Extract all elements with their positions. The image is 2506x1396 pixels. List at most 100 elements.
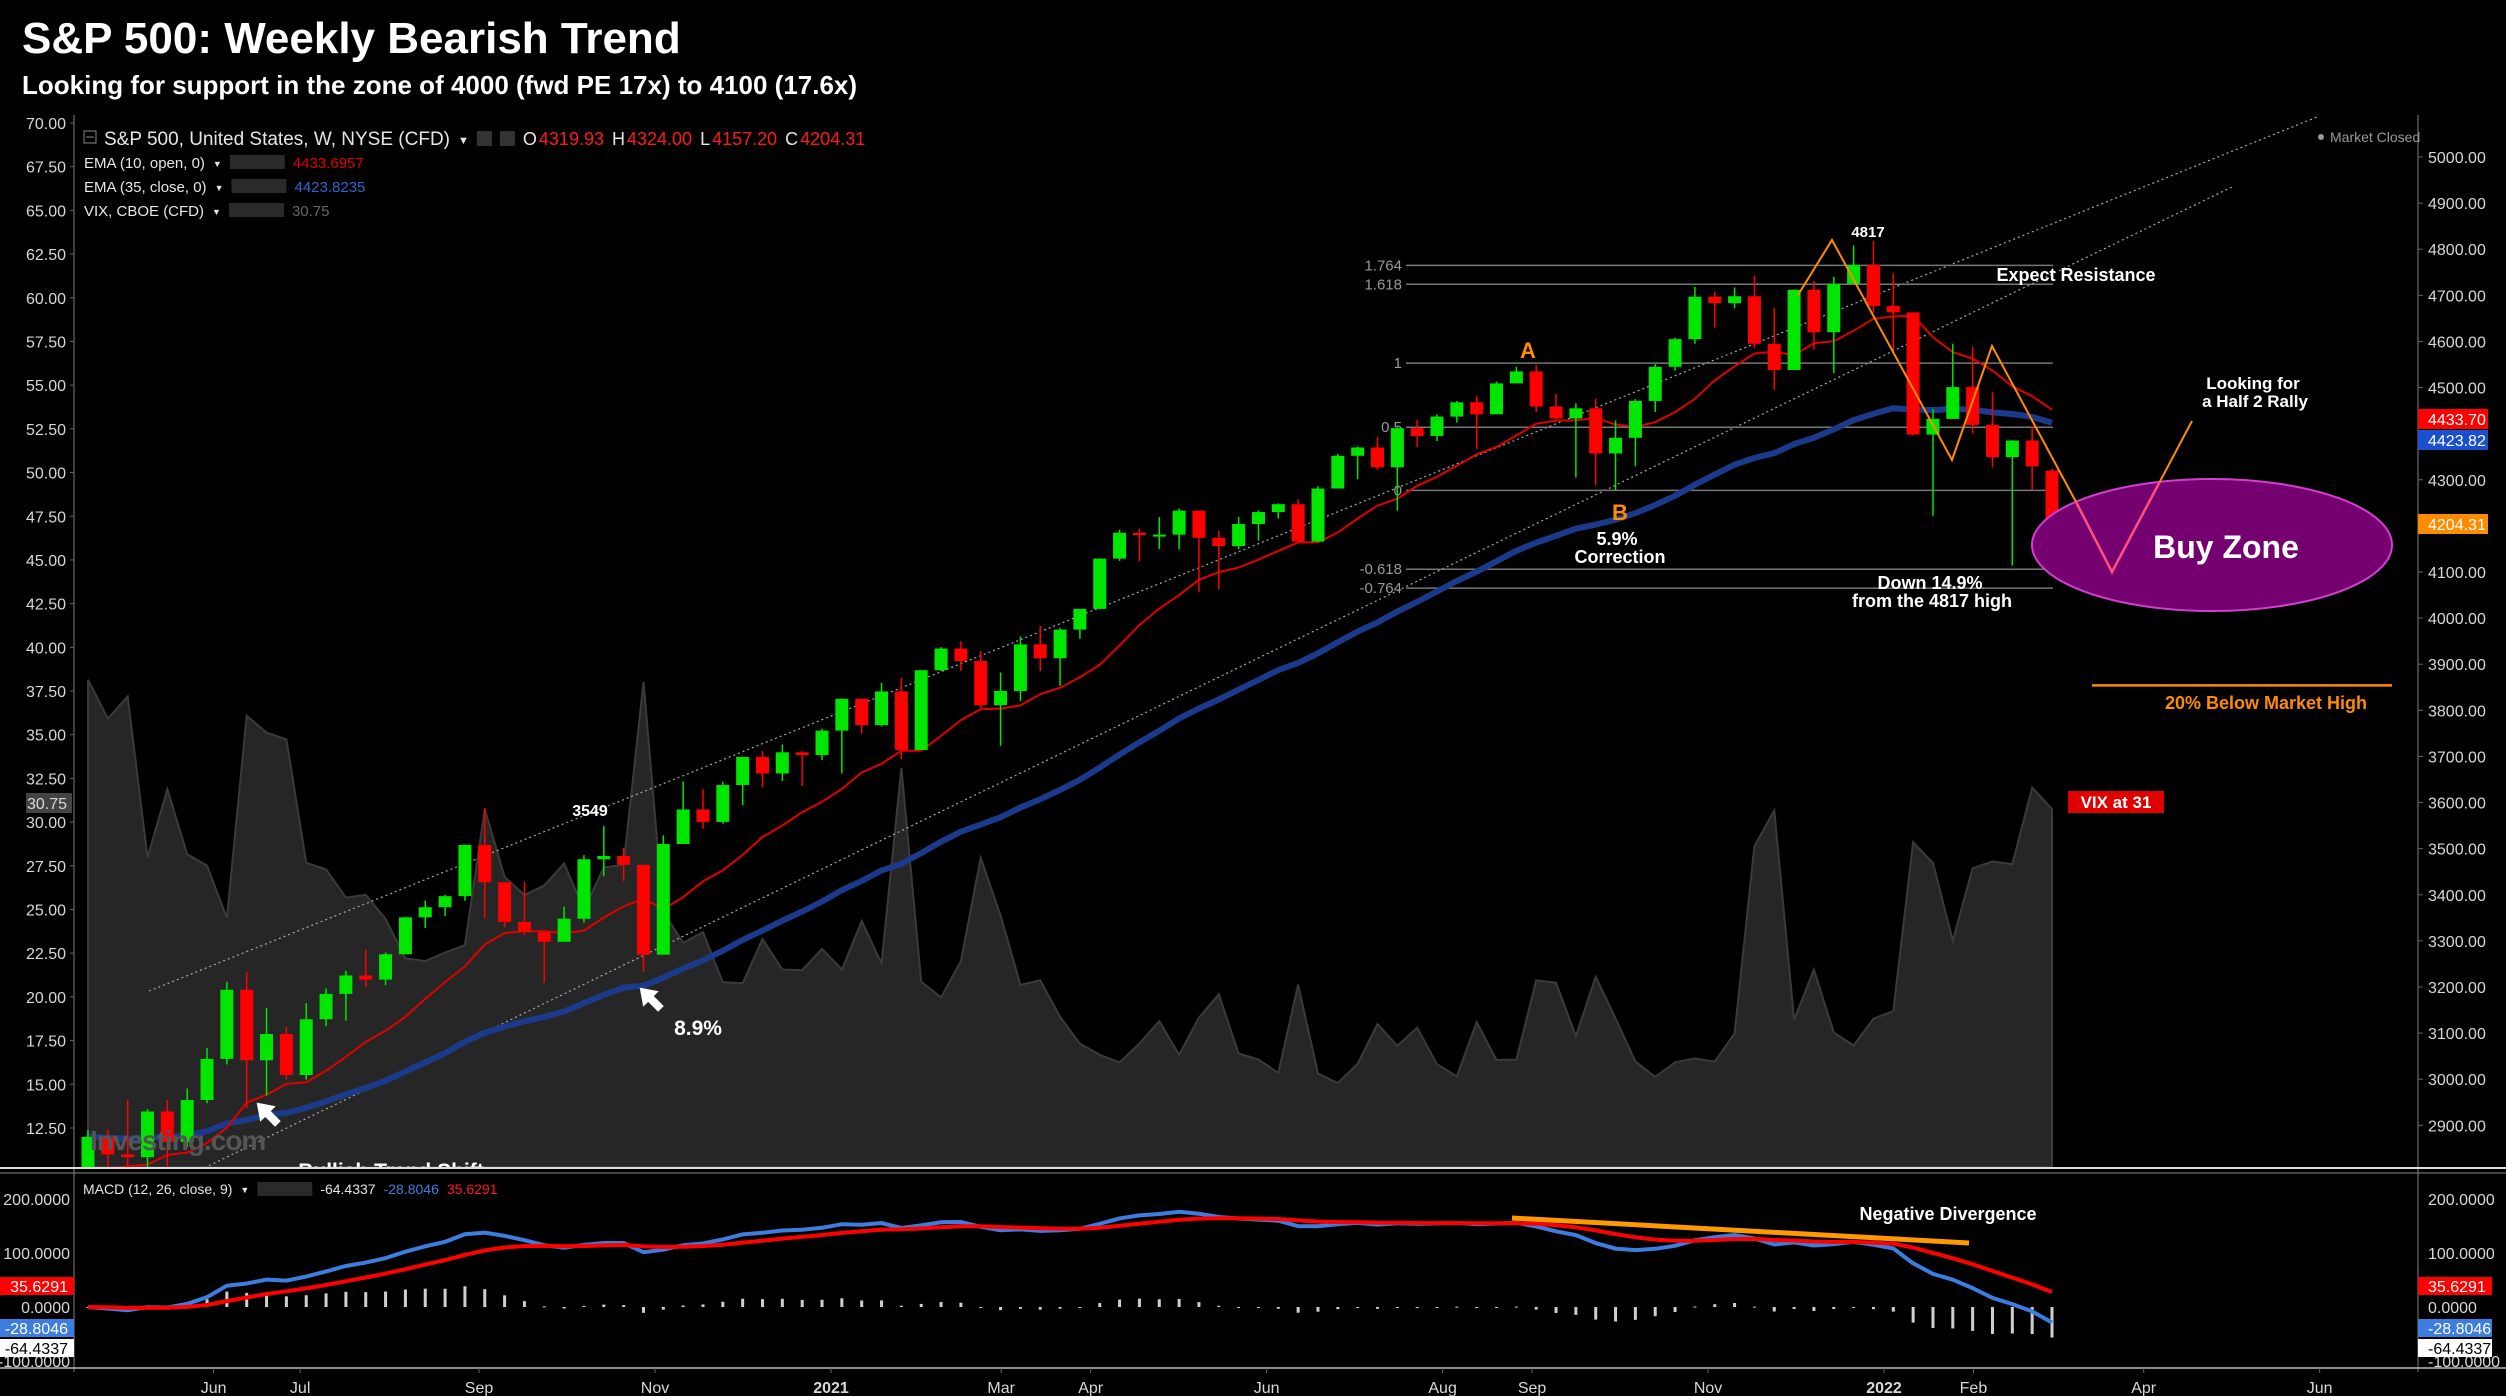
macd-histogram-bar	[1276, 1307, 1280, 1309]
fib-level-label: 1	[1394, 355, 1402, 372]
macd-dropdown-icon[interactable]: ▼	[240, 1185, 249, 1195]
macd-buttons[interactable]	[257, 1182, 313, 1196]
candle	[240, 971, 254, 1109]
candle-body	[398, 917, 412, 955]
price-tick-label: 4300.00	[2428, 473, 2486, 490]
settings-button[interactable]	[499, 131, 515, 146]
open-value: 4319.93	[539, 129, 604, 149]
candle-body	[597, 856, 611, 860]
open-label: O	[523, 129, 537, 149]
candle-body	[1787, 289, 1801, 371]
macd-signal-value: 35.6291	[447, 1181, 498, 1197]
fib-level-label: -0.764	[1359, 580, 1402, 597]
vix-dropdown-icon[interactable]: ▼	[212, 207, 221, 217]
candle	[557, 906, 571, 942]
macd-tag-label: -28.8046	[5, 1321, 68, 1338]
macd-label[interactable]: MACD (12, 26, close, 9)	[83, 1181, 232, 1197]
upper-channel-line	[148, 116, 2318, 992]
candle-body	[1648, 366, 1662, 401]
candle	[1985, 392, 1999, 468]
candle	[1390, 426, 1404, 511]
candle-body	[855, 698, 869, 726]
candle	[1866, 240, 1880, 313]
macd-value: -28.8046	[384, 1181, 439, 1197]
visibility-button[interactable]	[476, 131, 492, 146]
down-label-line1: Down 14.9%	[1877, 573, 1982, 593]
price-tick-label: 4900.00	[2428, 196, 2486, 213]
ema10-buttons[interactable]	[229, 155, 285, 169]
candle	[954, 641, 968, 672]
candle	[101, 1129, 115, 1167]
ema35-label[interactable]: EMA (35, close, 0)	[84, 179, 207, 196]
macd-histogram-bar	[1336, 1307, 1340, 1310]
ema35-dropdown-icon[interactable]: ▼	[215, 183, 224, 193]
ema10-label[interactable]: EMA (10, open, 0)	[84, 155, 205, 172]
candle-body	[1013, 644, 1027, 691]
candle	[1430, 414, 1444, 442]
candle	[974, 650, 988, 709]
candle	[775, 744, 789, 781]
macd-histogram-bar	[1217, 1305, 1221, 1307]
macd-histogram-bar	[1574, 1307, 1578, 1315]
candle	[1271, 503, 1285, 519]
symbol-label[interactable]: S&P 500, United States, W, NYSE (CFD)	[104, 129, 450, 150]
macd-histogram-bar	[344, 1291, 348, 1307]
macd-histogram-bar	[1356, 1307, 1360, 1308]
macd-tick-label: -100.0000	[2428, 1354, 2500, 1371]
candle	[1192, 510, 1206, 592]
candle-body	[1370, 447, 1384, 468]
candle-body	[101, 1136, 115, 1155]
symbol-dropdown-icon[interactable]: ▼	[458, 135, 469, 147]
candle	[1132, 528, 1146, 562]
candle-body	[676, 809, 690, 845]
price-tick-label: 3100.00	[2428, 1026, 2486, 1043]
candle	[676, 781, 690, 845]
vix-area-layer	[87, 679, 2053, 1167]
ema35-buttons[interactable]	[231, 179, 287, 193]
candle-body	[1132, 532, 1146, 536]
date-tick-label: Sep	[465, 1380, 494, 1396]
candle	[478, 808, 492, 919]
macd-histogram-bar	[1594, 1307, 1598, 1320]
price-tick-label: 3600.00	[2428, 796, 2486, 813]
macd-histogram-bar	[284, 1296, 288, 1307]
candle	[696, 789, 710, 829]
candle-body	[418, 907, 432, 918]
correction-pct-label: 5.9%	[1596, 529, 1637, 549]
candle-body	[914, 670, 928, 750]
macd-histogram-bar	[1455, 1306, 1459, 1308]
candle	[1648, 364, 1662, 412]
price-tick-label: 4800.00	[2428, 242, 2486, 259]
candle	[914, 670, 928, 750]
macd-signal-line	[87, 1216, 2053, 1310]
candle	[1747, 275, 1761, 349]
macd-histogram-bar	[582, 1305, 586, 1307]
macd-tag	[0, 1319, 74, 1337]
macd-tag-label: 35.6291	[2428, 1279, 2486, 1296]
candle-body	[1866, 264, 1880, 306]
macd-histogram-bar	[1098, 1303, 1102, 1307]
vix-buttons[interactable]	[228, 203, 284, 217]
macd-histogram-bar	[403, 1289, 407, 1307]
vix-label[interactable]: VIX, CBOE (CFD)	[84, 203, 204, 220]
candle	[180, 1088, 194, 1147]
candle-body	[81, 1136, 95, 1167]
candles	[81, 240, 2059, 1167]
candle-body	[517, 921, 531, 933]
ema10-dropdown-icon[interactable]: ▼	[213, 159, 222, 169]
candle	[1728, 287, 1742, 309]
candle-body	[1073, 608, 1087, 630]
low-label: L	[700, 129, 710, 149]
price-tag-label: 4433.70	[2428, 412, 2486, 429]
date-tick-label: Nov	[641, 1380, 669, 1396]
candle-body	[1569, 408, 1583, 419]
fib-level-label: -0.618	[1359, 561, 1402, 578]
macd-histogram-bar	[423, 1288, 427, 1307]
macd-histogram-bar	[1891, 1307, 1895, 1312]
collapse-toggle[interactable]	[83, 130, 97, 144]
macd-histogram-bar	[1534, 1307, 1538, 1310]
macd-histogram-bar	[959, 1302, 963, 1307]
macd-tag-label: -28.8046	[2428, 1321, 2491, 1338]
candle-body	[359, 975, 373, 980]
